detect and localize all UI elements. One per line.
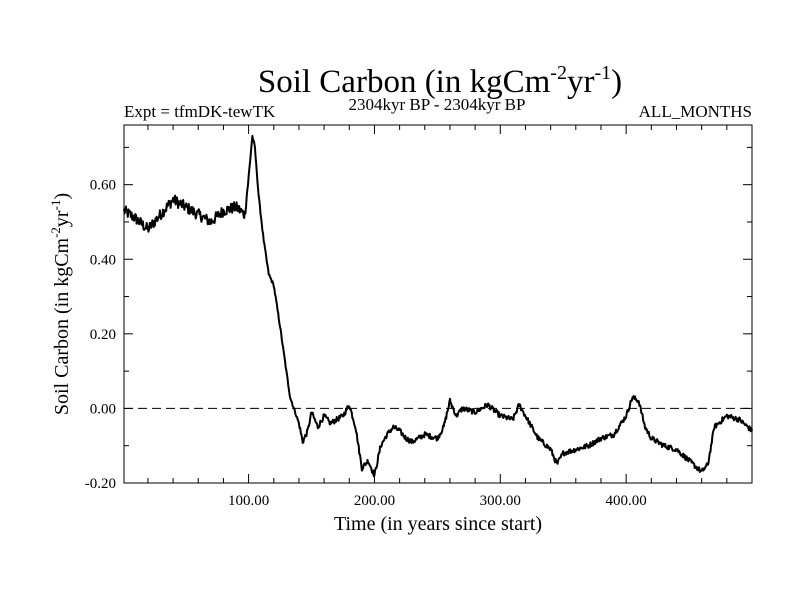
y-axis-label-end: ) [51, 193, 73, 200]
chart-title-mid: yr [567, 64, 595, 100]
y-axis-label-sup1: -2 [48, 227, 63, 238]
y-axis: -0.20 0.00 0.20 0.40 0.60 [85, 146, 752, 492]
chart-title-sup1: -2 [550, 62, 567, 84]
chart-title-sup2: -1 [594, 62, 611, 84]
x-tick-label: 400.00 [606, 493, 647, 509]
y-axis-label: Soil Carbon (in kgCm-2yr-1) [48, 193, 73, 415]
x-axis: 100.00 200.00 300.00 400.00 [147, 125, 728, 509]
chart-title: Soil Carbon (in kgCm-2yr-1) [258, 62, 622, 100]
y-tick-label: 0.40 [90, 252, 116, 268]
chart-title-end: ) [611, 64, 622, 100]
months-label: ALL_MONTHS [639, 102, 752, 121]
y-tick-label: 0.00 [90, 401, 116, 417]
x-axis-label: Time (in years since start) [334, 513, 542, 535]
chart-title-main: Soil Carbon (in kgCm [258, 64, 551, 100]
y-axis-label-mid: yr [51, 210, 73, 227]
plot-frame [123, 124, 753, 484]
x-tick-label: 200.00 [354, 493, 395, 509]
y-tick-label: -0.20 [85, 476, 116, 492]
y-axis-label-main: Soil Carbon (in kgCm [51, 237, 73, 415]
y-tick-label: 0.60 [90, 178, 116, 194]
x-tick-label: 300.00 [480, 493, 521, 509]
soil-carbon-series-line [123, 134, 753, 478]
x-tick-label: 100.00 [228, 493, 269, 509]
experiment-label: Expt = tfmDK-tewTK [124, 102, 276, 121]
period-label: 2304kyr BP - 2304kyr BP [349, 95, 526, 114]
y-tick-label: 0.20 [90, 327, 116, 343]
y-axis-label-sup2: -1 [48, 200, 63, 211]
